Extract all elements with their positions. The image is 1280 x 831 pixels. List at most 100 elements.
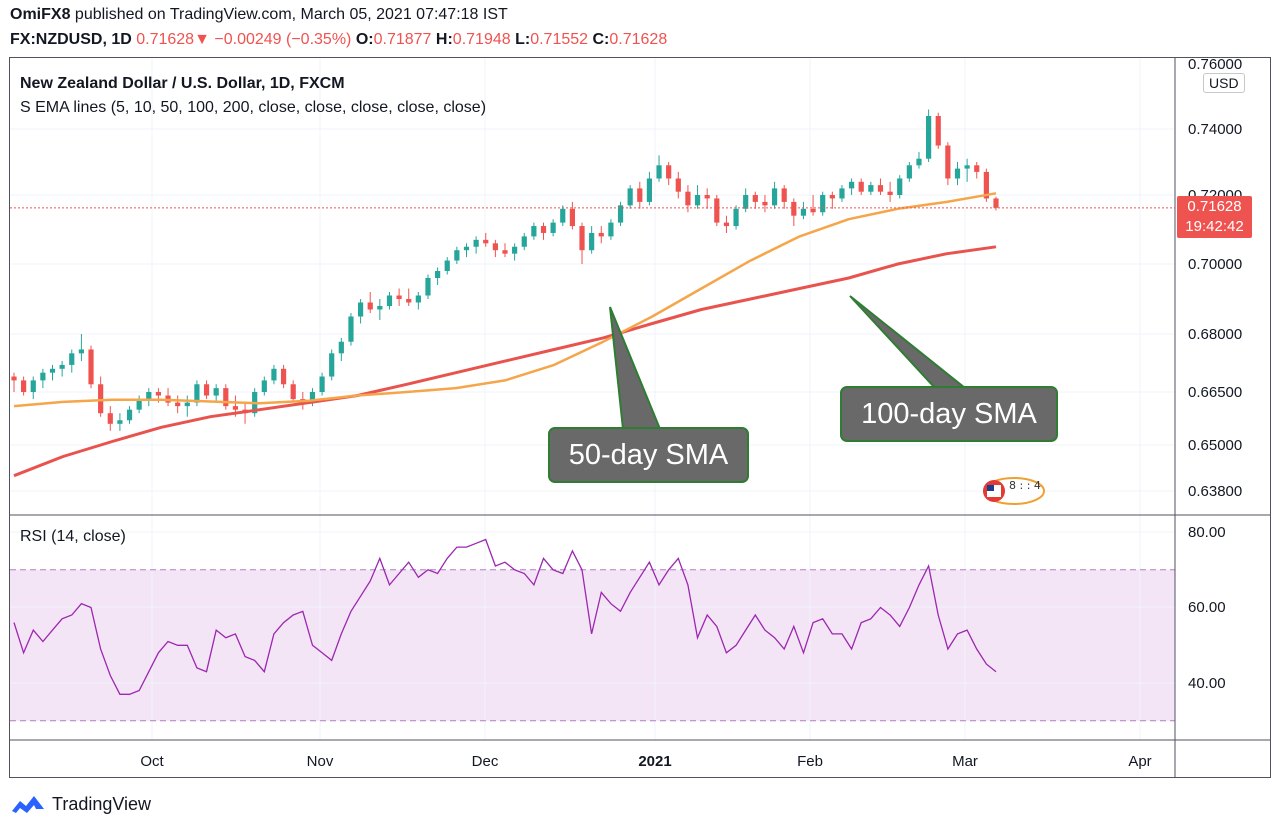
candle-body [117, 420, 123, 424]
tradingview-logo-icon [12, 796, 44, 813]
price-change: −0.00249 (−0.35%) [214, 31, 352, 48]
price-tick-label: 0.74000 [1188, 121, 1242, 138]
candle-body [627, 188, 633, 206]
candle-body [704, 195, 710, 199]
open-value: 0.71877 [373, 31, 432, 48]
candle-body [848, 181, 855, 189]
time-tick-label: Oct [140, 753, 164, 770]
candle-body [694, 195, 701, 206]
candle-body [175, 402, 181, 407]
candle-body [685, 191, 691, 206]
low-value: 0.71552 [530, 31, 589, 48]
candle-body [810, 208, 816, 213]
candle-body [752, 195, 758, 202]
time-tick-label: Feb [797, 753, 823, 770]
high-label: H: [435, 31, 453, 48]
currency-label[interactable]: USD [1203, 73, 1245, 93]
price-tick-label: 0.65000 [1188, 437, 1242, 454]
candle-body [348, 316, 354, 342]
rsi-legend: RSI (14, close) [20, 528, 126, 545]
candle-body [675, 178, 681, 192]
rsi-tick-label: 40.00 [1188, 675, 1226, 692]
candle-body [646, 178, 653, 202]
candle-body [136, 399, 142, 410]
candle-body [126, 409, 133, 421]
candle-body [666, 165, 672, 179]
candle-body [897, 178, 903, 195]
candle-body [954, 168, 961, 179]
candle-body [791, 201, 797, 216]
flag-icon: 8 : : 4 [983, 477, 1045, 505]
candle-body [983, 171, 989, 199]
candle-body [521, 236, 527, 247]
sma100-line [13, 245, 997, 478]
rsi-tick-label: 60.00 [1188, 599, 1226, 616]
candle-body [59, 364, 65, 369]
rsi-line [13, 538, 997, 695]
price-tick-label: 0.76000 [1188, 56, 1242, 73]
time-tick-label: Mar [952, 753, 978, 770]
price-tick-label: 0.70000 [1188, 256, 1242, 273]
candle-body [492, 243, 498, 251]
candle-body [435, 271, 441, 278]
footer-brand[interactable]: TradingView [10, 793, 151, 815]
time-tick-label: Apr [1128, 753, 1151, 770]
symbol-legend: New Zealand Dollar / U.S. Dollar, 1D, FX… [20, 75, 345, 92]
candle-body [743, 195, 749, 209]
sma100-callout-pointer [849, 295, 968, 389]
candle-body [21, 380, 27, 392]
candle-body [406, 299, 412, 303]
candle-body [69, 353, 75, 365]
candle-body [589, 232, 595, 251]
candle-body [945, 145, 951, 179]
candle-body [569, 208, 575, 227]
candle-body [107, 413, 113, 424]
candle-body [964, 165, 970, 169]
candle-body [280, 368, 287, 385]
chart-panel[interactable] [9, 57, 1271, 778]
candle-body [714, 198, 720, 223]
candle-body [11, 376, 17, 381]
candle-body [386, 295, 393, 306]
time-tick-label: Nov [307, 753, 334, 770]
candle-body [656, 165, 662, 179]
candle-body [483, 239, 489, 244]
sma50-callout: 50-day SMA [548, 427, 749, 483]
candle-body [926, 116, 932, 159]
candle-body [858, 181, 864, 192]
candle-body [309, 392, 316, 403]
sma50-line [13, 192, 997, 408]
candle-body [88, 349, 94, 385]
candle-body [49, 368, 56, 373]
candle-body [916, 158, 922, 166]
publish-info: OmiFX8 published on TradingView.com, Mar… [10, 6, 508, 24]
close-value: 0.71628 [609, 31, 668, 48]
down-arrow-icon: ▼ [194, 31, 210, 48]
candle-body [463, 246, 470, 251]
candle-body [560, 208, 566, 223]
candle-body [820, 195, 826, 213]
candle-body [598, 232, 604, 237]
symbol-name: FX:NZDUSD, 1D [10, 31, 132, 48]
price-tick-label: 0.66500 [1188, 384, 1242, 401]
bar-countdown: 19:42:42 [1185, 218, 1244, 235]
candle-body [723, 222, 730, 227]
candle-body [271, 368, 277, 381]
candle-body [338, 341, 344, 354]
candle-body [906, 165, 912, 179]
price-tick-label: 0.63800 [1188, 483, 1242, 500]
candle-body [800, 208, 807, 216]
published-text: published on TradingView.com, March 05, … [70, 6, 508, 23]
last-price-tag-value: 0.71628 [1187, 198, 1242, 215]
candle-body [155, 392, 162, 396]
publisher-name: OmiFX8 [10, 6, 71, 23]
candle-body [781, 188, 787, 202]
high-value: 0.71948 [452, 31, 511, 48]
candle-body [531, 226, 537, 237]
candle-body [829, 195, 835, 199]
candle-body [30, 380, 36, 392]
candle-body [223, 388, 229, 407]
time-tick-label: Dec [472, 753, 499, 770]
flag-badge: 8 : : 4 [979, 476, 1045, 506]
